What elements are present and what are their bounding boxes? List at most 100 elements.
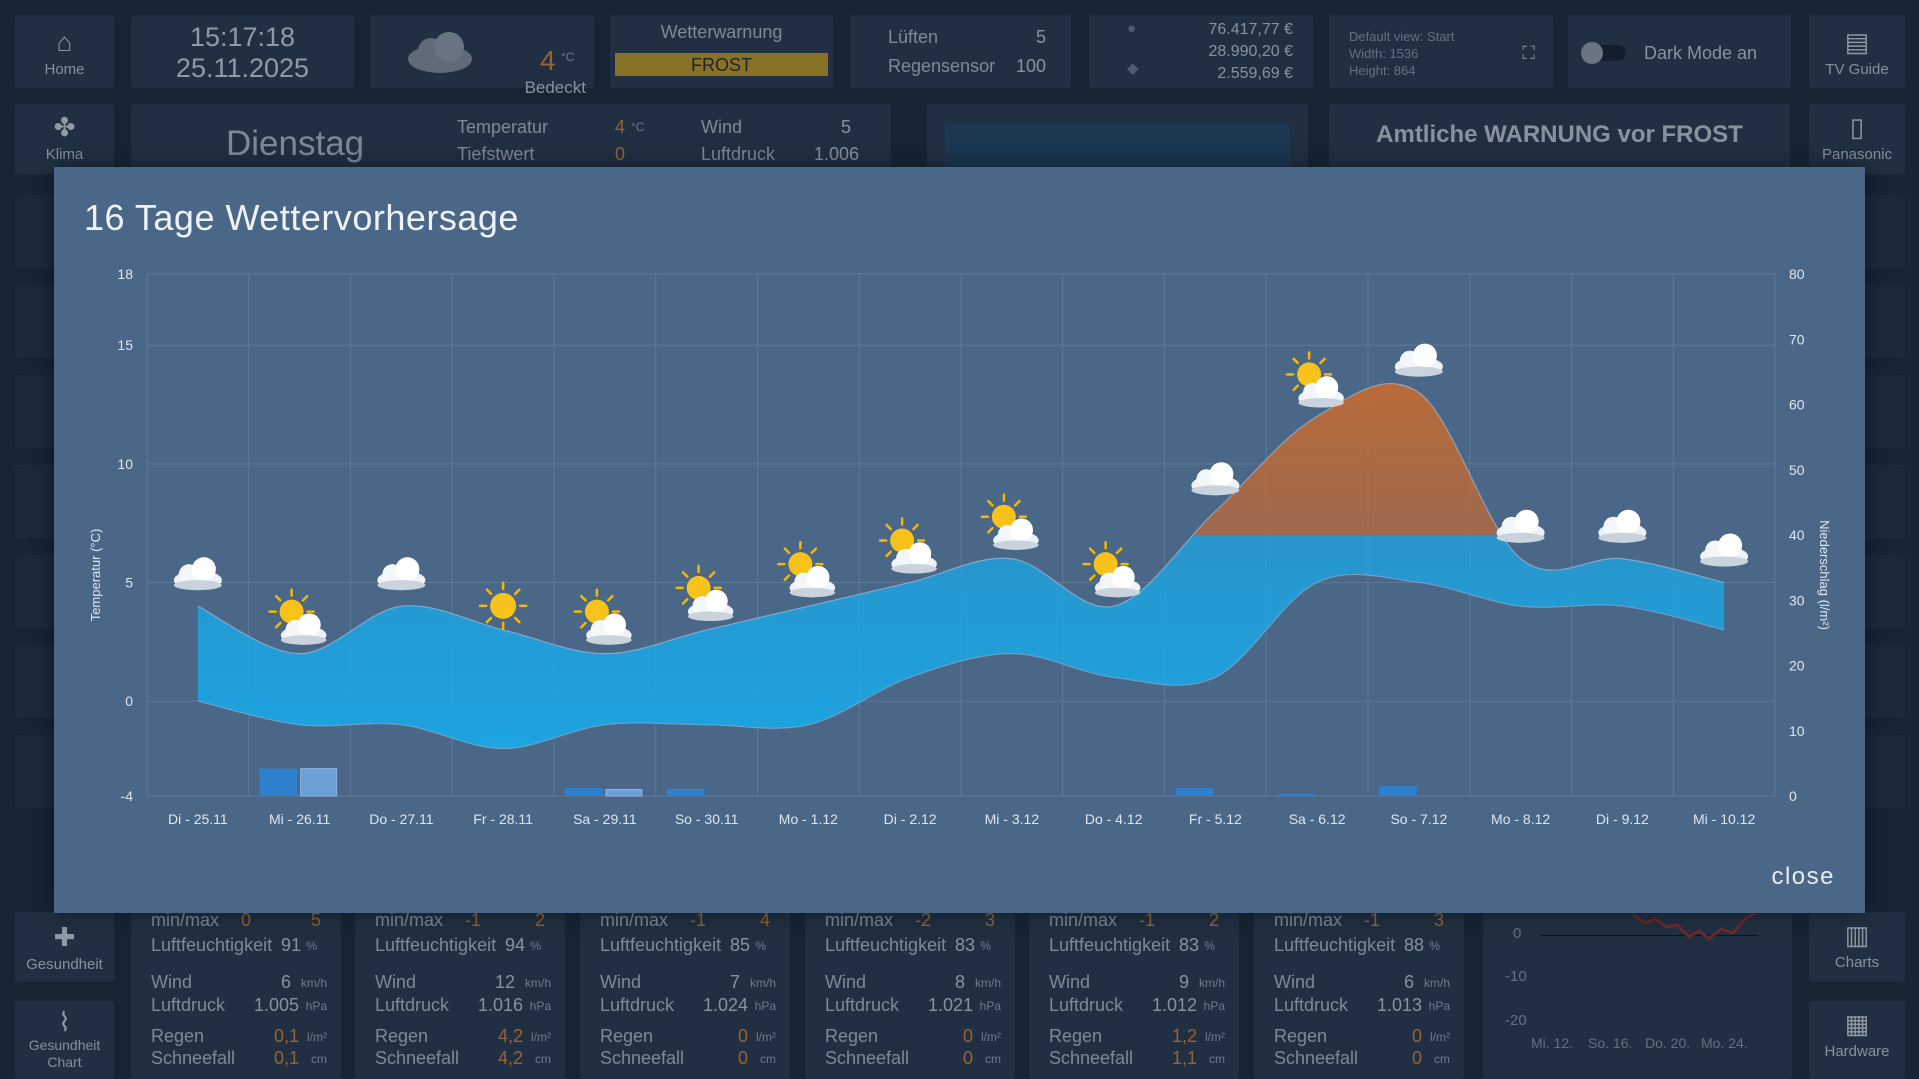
- temperature-range-area: [197, 535, 1725, 749]
- home-button[interactable]: ⌂ Home: [15, 15, 114, 88]
- x-tick-label: So - 30.11: [675, 811, 739, 827]
- card-schnee: 0: [1411, 1048, 1422, 1068]
- today-wind-label: Wind: [701, 117, 743, 137]
- card-humidity: 85: [729, 935, 750, 955]
- card-wind-unit: km/h: [1423, 976, 1450, 990]
- card-regen-label: Regen: [375, 1026, 429, 1046]
- crypto-widget: ● ◆ 76.417,77 € 28.990,20 € 2.559,69 €: [1089, 15, 1313, 88]
- card-schnee-unit: cm: [311, 1052, 327, 1066]
- nav-hardware-button[interactable]: ▦ Hardware: [1809, 1001, 1905, 1079]
- card-minmax-label: min/max: [825, 910, 894, 930]
- fullscreen-icon[interactable]: ⛶: [1522, 43, 1535, 63]
- current-temp: 4: [540, 45, 556, 76]
- crypto-value-1: 76.417,77 €: [1208, 21, 1293, 38]
- card-druck-label: Luftdruck: [151, 995, 226, 1015]
- card-wind-unit: km/h: [300, 976, 327, 990]
- dark-mode-toggle[interactable]: [1581, 42, 1626, 64]
- sensor-widget: Lüften 5 Regensensor 100: [850, 15, 1071, 88]
- bar-chart-icon: ▥: [1844, 920, 1870, 950]
- mini-y-tick-2: -20: [1505, 1012, 1527, 1029]
- card-regen-label: Regen: [1049, 1026, 1103, 1046]
- card-minmax-label: min/max: [1049, 910, 1118, 930]
- y-tick-right: 70: [1789, 331, 1805, 347]
- card-schnee-unit: cm: [1209, 1052, 1225, 1066]
- precip-bar-secondary: [300, 768, 338, 797]
- today-temp-label: Temperatur: [457, 117, 549, 137]
- cloud-icon: [173, 557, 222, 591]
- forecast-card[interactable]: min/max -2 3 Luftfeuchtigkeit 83 % Wind …: [805, 905, 1015, 1079]
- y-tick-right: 10: [1789, 723, 1805, 739]
- card-regen: 0: [1411, 1026, 1422, 1046]
- card-druck-label: Luftdruck: [375, 995, 450, 1015]
- warning-title: Wetterwarnung: [660, 22, 783, 42]
- card-max: 5: [311, 910, 322, 930]
- forecast-card[interactable]: min/max -1 3 Luftfeuchtigkeit 88 % Wind …: [1254, 905, 1464, 1079]
- today-temp-value: 4: [615, 117, 626, 137]
- card-min: -1: [1139, 910, 1156, 930]
- nav-charts-button[interactable]: ▥ Charts: [1809, 912, 1905, 982]
- close-button[interactable]: close: [1771, 863, 1835, 890]
- precip-bar: [1175, 788, 1214, 796]
- tv-guide-label: TV Guide: [1825, 61, 1889, 78]
- nav-klima-button[interactable]: ✤ Klima: [15, 104, 114, 174]
- mini-temperature-line: [1633, 911, 1756, 941]
- card-wind: 7: [729, 972, 740, 992]
- card-druck-label: Luftdruck: [600, 995, 675, 1015]
- forecast-card[interactable]: min/max 0 5 Luftfeuchtigkeit 91 % Wind 6…: [131, 905, 341, 1079]
- crypto-value-2: 28.990,20 €: [1208, 43, 1293, 60]
- x-tick-label: Sa - 29.11: [573, 811, 637, 827]
- nav-gesundheit-button[interactable]: ✚ Gesundheit: [15, 912, 114, 982]
- card-humidity-unit: %: [1204, 939, 1215, 953]
- dark-mode-widget[interactable]: Dark Mode an: [1568, 15, 1791, 88]
- chart-grid: [146, 273, 1776, 797]
- partly-sunny-icon: [980, 493, 1039, 550]
- x-tick-label: Sa - 6.12: [1289, 811, 1346, 827]
- dark-mode-label: Dark Mode an: [1644, 43, 1758, 63]
- cloud-icon: [1394, 343, 1443, 377]
- y-tick-right: 30: [1789, 592, 1805, 608]
- forecast-card[interactable]: min/max -1 4 Luftfeuchtigkeit 85 % Wind …: [580, 905, 790, 1079]
- radar-map-widget[interactable]: [927, 104, 1308, 174]
- card-humidity-label: Luftfeuchtigkeit: [600, 935, 722, 955]
- today-day: Dienstag: [226, 124, 365, 163]
- sun-icon: [478, 581, 528, 631]
- partly-cloudy-icon: [268, 588, 327, 645]
- card-schnee: 4,2: [497, 1048, 523, 1068]
- nav-gesundheit-chart-button[interactable]: ⌇ Gesundheit Chart: [15, 1001, 114, 1079]
- view-info-widget[interactable]: Default view: Start Width: 1536 Height: …: [1329, 15, 1553, 88]
- card-schnee-unit: cm: [1434, 1052, 1450, 1066]
- tv-guide-button[interactable]: ▤ TV Guide: [1809, 15, 1905, 88]
- card-druck: 1.016: [477, 995, 523, 1015]
- card-max: 2: [1209, 910, 1220, 930]
- mini-x-tick-2: Do. 20.: [1645, 1035, 1691, 1051]
- card-wind-unit: km/h: [524, 976, 551, 990]
- card-schnee-unit: cm: [535, 1052, 551, 1066]
- nav-panasonic-button[interactable]: ▯ Panasonic: [1809, 104, 1905, 174]
- y-tick-left: 18: [117, 266, 133, 282]
- warning-badge: FROST: [615, 53, 828, 76]
- card-humidity-unit: %: [755, 939, 766, 953]
- current-weather-widget[interactable]: 4 °C Bedeckt: [370, 15, 594, 97]
- today-druck-value: 1.006: [814, 144, 860, 164]
- cloud-icon: [1496, 509, 1545, 543]
- cloud-icon: [408, 32, 472, 73]
- cloud-icon: [1191, 462, 1240, 496]
- y-tick-left: 10: [117, 456, 133, 472]
- forecast-card[interactable]: min/max -1 2 Luftfeuchtigkeit 94 % Wind …: [355, 905, 565, 1079]
- card-humidity: 83: [954, 935, 975, 955]
- card-wind: 9: [1178, 972, 1189, 992]
- x-tick-label: Do - 4.12: [1085, 811, 1143, 827]
- card-humidity-unit: %: [1429, 939, 1440, 953]
- weather-warning-widget[interactable]: Wetterwarnung FROST: [610, 15, 833, 88]
- nav-gesundheit-chart-label: Gesundheit Chart: [28, 1037, 101, 1070]
- precip-bar-secondary: [605, 788, 643, 797]
- mini-temperature-chart[interactable]: 0 -10 -20 Mi. 12. So. 16. Do. 20. Mo. 24…: [1483, 905, 1792, 1079]
- card-schnee-label: Schneefall: [151, 1048, 236, 1068]
- y-tick-right: 60: [1789, 397, 1805, 413]
- cloud-icon: [1598, 509, 1647, 543]
- card-druck-unit: hPa: [1203, 999, 1225, 1013]
- precip-bar: [1277, 794, 1316, 796]
- x-tick-label: Fr - 28.11: [473, 811, 533, 827]
- forecast-card[interactable]: min/max -1 2 Luftfeuchtigkeit 83 % Wind …: [1029, 905, 1239, 1079]
- card-humidity: 88: [1403, 935, 1424, 955]
